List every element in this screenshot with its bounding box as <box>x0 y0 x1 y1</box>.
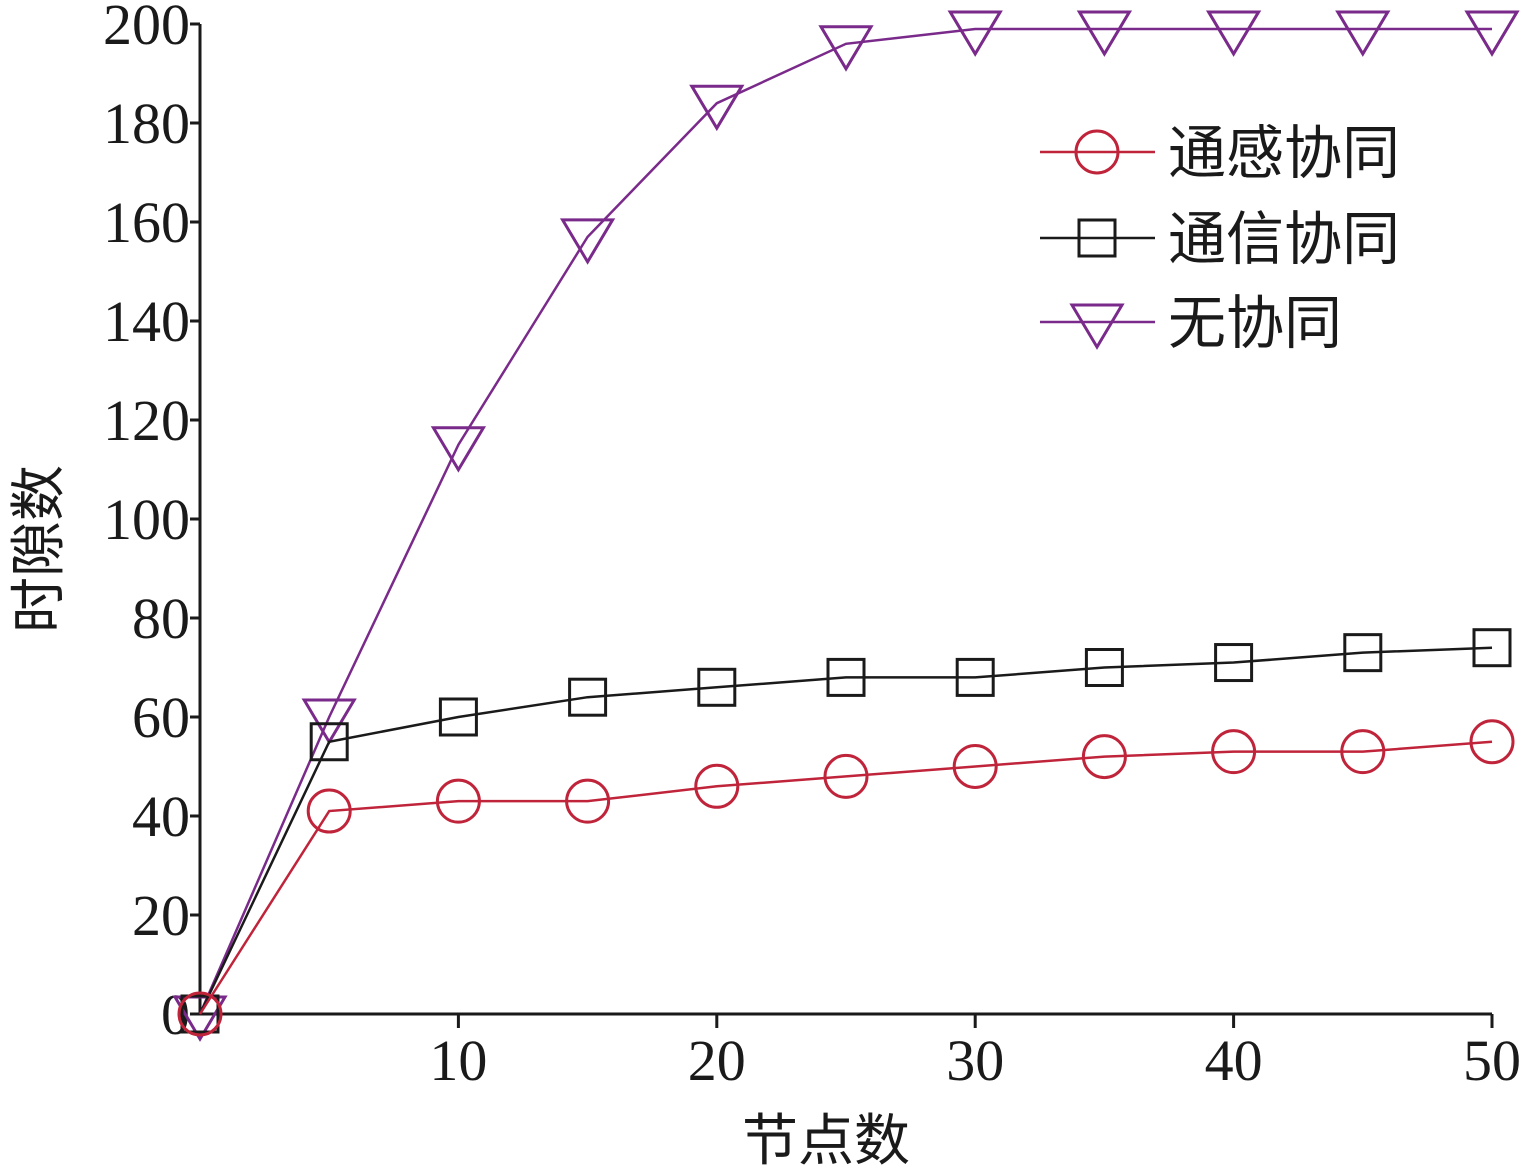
legend-entry: 无协同 <box>1040 289 1342 357</box>
data-point <box>1076 10 1133 57</box>
data-point <box>1343 633 1383 673</box>
data-point <box>947 10 1003 57</box>
x-tick-label: 40 <box>1205 1028 1263 1093</box>
data-point <box>430 426 487 473</box>
x-tick-label: 10 <box>429 1028 487 1093</box>
data-point <box>438 697 478 737</box>
y-tick-label: 200 <box>103 0 190 57</box>
data-point <box>952 744 998 789</box>
y-tick-label: 140 <box>103 289 190 354</box>
x-tick-label: 50 <box>1463 1028 1521 1093</box>
data-point <box>1464 10 1520 57</box>
legend-entry: 通信协同 <box>1040 205 1400 273</box>
series-triangle-down <box>172 10 1520 1042</box>
data-point <box>1472 628 1512 668</box>
data-point <box>568 677 608 717</box>
x-axis-label: 节点数 <box>742 1109 910 1172</box>
series-line <box>198 740 1493 1015</box>
data-point <box>565 778 611 824</box>
data-point <box>823 753 869 799</box>
legend-marker <box>1074 129 1120 175</box>
data-point <box>180 994 220 1034</box>
y-tick-label: 20 <box>132 883 190 948</box>
y-tick-label: 80 <box>132 586 190 651</box>
legend-marker <box>1069 303 1125 350</box>
x-tick-label: 20 <box>688 1028 746 1093</box>
data-point <box>1081 734 1127 780</box>
y-tick-label: 60 <box>132 685 190 750</box>
data-point <box>1214 643 1254 683</box>
data-point <box>1084 648 1124 687</box>
legend-label: 通信协同 <box>1168 205 1400 273</box>
data-point <box>1211 729 1257 775</box>
legend-label: 无协同 <box>1168 289 1342 357</box>
legend-label: 通感协同 <box>1168 119 1400 187</box>
series-line <box>198 646 1493 1015</box>
data-point <box>818 25 874 72</box>
data-point <box>689 84 745 132</box>
y-tick-label: 100 <box>103 487 190 552</box>
series-circle <box>177 719 1515 1037</box>
y-tick-label: 180 <box>103 91 190 156</box>
y-axis-label: 时隙数 <box>7 465 72 633</box>
data-point <box>955 657 995 697</box>
data-point <box>301 698 357 745</box>
data-point <box>435 778 481 824</box>
y-tick-label: 160 <box>103 190 190 255</box>
data-point <box>1340 729 1386 775</box>
data-point <box>826 657 866 697</box>
x-tick-label: 30 <box>946 1028 1004 1093</box>
data-point <box>309 722 349 762</box>
series-square <box>180 628 1512 1034</box>
y-tick-label: 40 <box>132 784 190 849</box>
data-point <box>1335 10 1391 57</box>
series-layer <box>172 10 1520 1042</box>
legend-marker <box>1077 218 1117 258</box>
series-line <box>198 27 1492 1015</box>
data-point <box>559 218 616 265</box>
data-point <box>697 667 737 707</box>
data-point <box>177 991 223 1037</box>
data-point <box>306 788 352 834</box>
legend-entry: 通感协同 <box>1040 119 1400 187</box>
data-point <box>1469 719 1515 765</box>
data-point <box>1205 10 1262 57</box>
data-point <box>694 763 740 809</box>
y-tick-label: 120 <box>103 388 190 453</box>
